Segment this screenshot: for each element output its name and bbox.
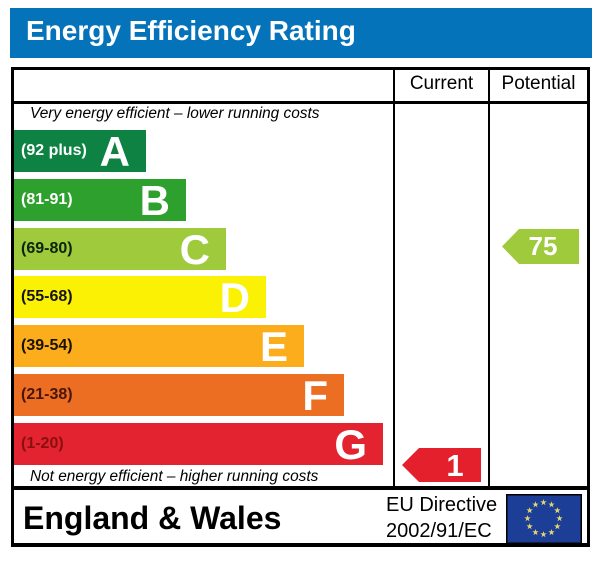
svg-text:1: 1 <box>446 448 463 483</box>
svg-text:75: 75 <box>529 231 558 261</box>
